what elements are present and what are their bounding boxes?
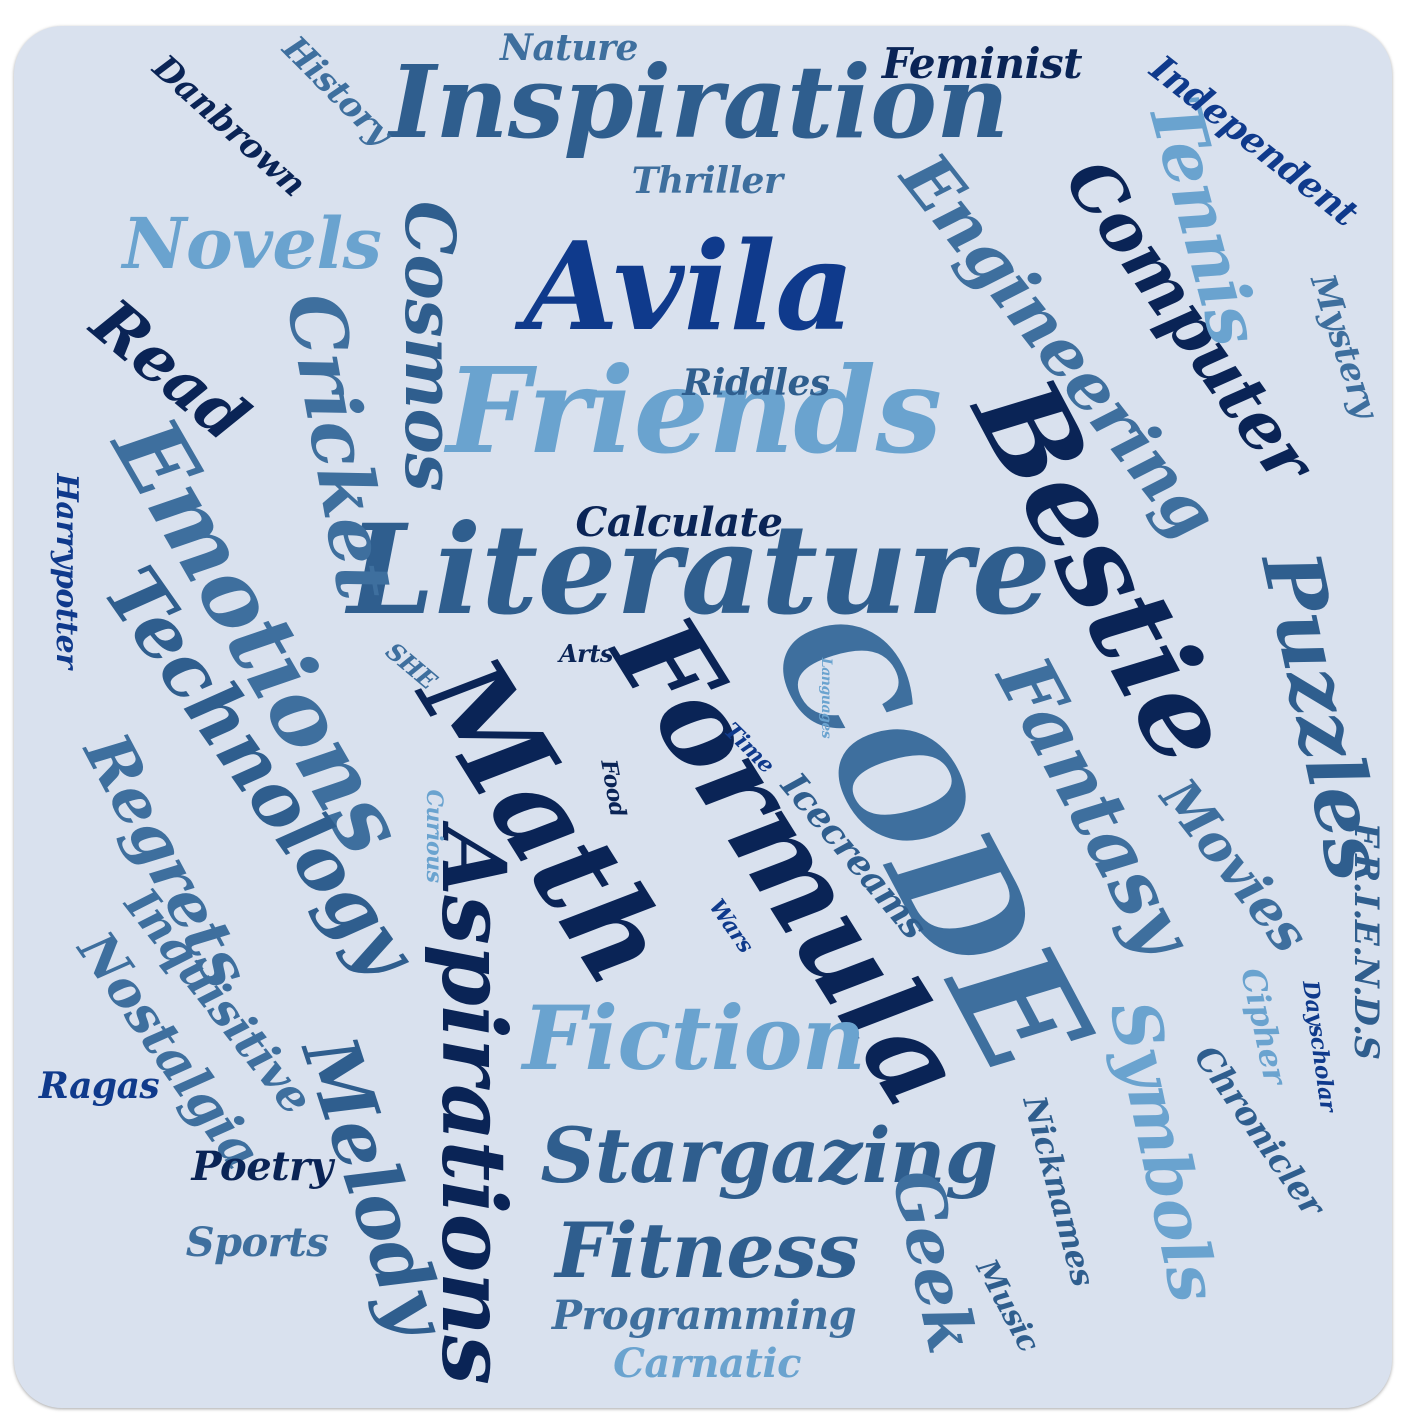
word-harrypotter: Harrypotter [49,473,84,669]
word-carnatic: Carnatic [613,1340,801,1387]
word-cricket: Cricket [268,286,411,606]
word-arts: Arts [559,639,613,668]
word-danbrown: Danbrown [144,47,314,205]
word-she: SHE [380,636,443,695]
word-programming: Programming [551,1292,857,1339]
word-sports: Sports [185,1219,329,1266]
word-fitness: Fitness [555,1206,859,1295]
word-poetry: Poetry [191,1143,333,1190]
word-nicknames: Nicknames [1015,1092,1103,1290]
word-symbols: Symbols [1094,993,1234,1309]
word-mystery: Mystery [1302,269,1386,423]
word-friends-acronym: F.R.I.E.N.D.S [1346,822,1386,1060]
word-riddles: Riddles [682,362,830,404]
word-friends: Friends [446,341,942,480]
word-feminist: Feminist [881,39,1083,88]
word-thriller: Thriller [631,160,783,202]
word-languages: Languages [818,657,834,739]
word-cipher: Cipher [1233,964,1295,1088]
word-calculate: Calculate [575,499,783,546]
word-history: History [274,28,400,154]
word-novels: Novels [122,202,382,285]
word-dayscholar: Dayscholar [1296,978,1342,1114]
word-nature: Nature [500,27,638,69]
word-ragas: Ragas [38,1065,160,1107]
word-cloud-card: Inspiration Avila Friends Literature Bes… [14,26,1392,1408]
word-inspiration: Inspiration [389,43,1009,161]
word-fiction: Fiction [522,986,866,1090]
word-avila: Avila [524,214,854,358]
word-curious: Curious [421,789,447,883]
word-cosmos: Cosmos [389,200,469,492]
word-literature: Literature [347,498,1051,643]
word-stargazing: Stargazing [540,1111,998,1200]
